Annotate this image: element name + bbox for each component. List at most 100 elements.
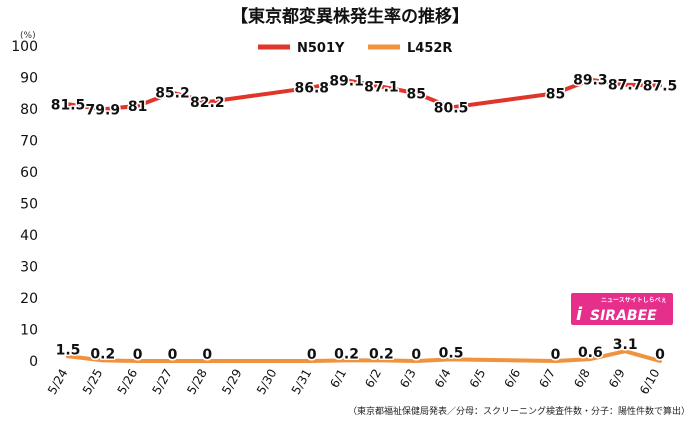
data-point-n501y [554, 91, 558, 95]
data-label-l452r: 1.5 [56, 342, 81, 358]
data-label-l452r: 3.1 [613, 337, 638, 353]
data-point-l452r [136, 359, 140, 363]
x-tick-label: 6/2 [362, 367, 384, 391]
data-point-l452r [379, 358, 383, 362]
data-point-n501y [136, 104, 140, 108]
data-label-n501y: 89.3 [573, 73, 608, 89]
data-point-n501y [379, 85, 383, 89]
series-lines [66, 77, 662, 363]
data-point-l452r [414, 359, 418, 363]
legend-label-l452r: L452R [407, 41, 452, 56]
data-label-n501y: 85 [546, 86, 565, 102]
data-point-n501y [205, 100, 209, 104]
logo-background [571, 293, 673, 325]
y-tick-label: 50 [20, 197, 38, 213]
y-tick-label: 0 [29, 354, 38, 370]
legend-label-n501y: N501Y [297, 41, 345, 56]
data-label-l452r: 0.2 [369, 346, 394, 362]
data-label-l452r: 0 [551, 347, 561, 363]
y-tick-label: 40 [20, 228, 38, 244]
x-tick-label: 5/27 [149, 367, 175, 397]
data-point-l452r [588, 357, 592, 361]
x-tick-label: 6/8 [571, 367, 593, 391]
data-point-l452r [449, 357, 453, 361]
x-tick-label: 5/28 [184, 367, 210, 397]
data-point-l452r [554, 359, 558, 363]
x-tick-label: 5/26 [115, 367, 141, 397]
data-label-n501y: 85.2 [155, 86, 190, 102]
data-point-l452r [101, 358, 105, 362]
y-tick-label: 70 [20, 134, 38, 150]
data-label-n501y: 80.5 [434, 100, 469, 116]
x-tick-label: 6/9 [606, 367, 628, 391]
data-point-n501y [101, 107, 105, 111]
data-point-n501y [623, 83, 627, 87]
x-tick-label: 6/5 [467, 367, 489, 391]
data-label-l452r: 0.6 [578, 345, 603, 361]
x-tick-label: 6/7 [536, 367, 558, 391]
x-axis: 5/24 5/25 5/26 5/27 5/28 5/29 5/30 5/31 6/1 6/2 6/… [45, 367, 663, 397]
data-label-n501y: 81 [128, 99, 147, 115]
x-tick-label: 6/3 [397, 367, 419, 391]
data-point-l452r [658, 359, 662, 363]
data-label-n501y: 79.9 [86, 102, 121, 118]
data-label-l452r: 0 [168, 347, 178, 363]
data-labels: 81.5 79.9 81 85.282.2 86.8 89.1 87.1 85 80.5 85 89… [49, 71, 679, 364]
data-label-n501y: 87.5 [643, 78, 678, 94]
series-line-l452r [66, 349, 662, 363]
data-point-l452r [345, 358, 349, 362]
y-tick-label: 30 [20, 260, 38, 276]
data-label-l452r: 0 [307, 347, 317, 363]
y-tick-label: 10 [20, 323, 38, 339]
sirabee-logo: ニュースサイトしらべぇ SIRABEE i [571, 293, 673, 325]
x-tick-label: 6/4 [432, 367, 454, 391]
x-tick-label: 6/6 [502, 367, 524, 391]
data-label-l452r: 0.2 [90, 346, 115, 362]
data-label-n501y: 87.1 [364, 80, 399, 96]
data-label-l452r: 0.2 [334, 346, 359, 362]
x-tick-label: 6/10 [637, 367, 663, 397]
y-axis-unit: (%) [20, 31, 36, 41]
x-tick-label: 5/31 [289, 367, 315, 397]
y-tick-label: 80 [20, 102, 38, 118]
x-tick-label: 5/30 [254, 367, 280, 397]
data-point-l452r [310, 359, 314, 363]
data-label-n501y: 85 [406, 86, 425, 102]
data-label-l452r: 0 [411, 347, 421, 363]
data-point-n501y [310, 86, 314, 90]
data-point-n501y [414, 91, 418, 95]
data-point-n501y [449, 105, 453, 109]
data-label-n501y: 81.5 [51, 97, 86, 113]
data-label-l452r: 0.5 [439, 345, 464, 361]
y-tick-label: 20 [20, 291, 38, 307]
data-label-n501y: 87.7 [608, 78, 643, 94]
data-label-l452r: 0 [133, 347, 143, 363]
data-point-l452r [623, 349, 627, 353]
y-tick-label: 90 [20, 71, 38, 87]
data-label-l452r: 0 [202, 347, 212, 363]
data-point-l452r [170, 359, 174, 363]
x-tick-label: 5/25 [80, 367, 106, 397]
logo-i-glyph-icon: i [576, 304, 583, 325]
data-point-n501y [588, 78, 592, 82]
y-tick-label: 60 [20, 165, 38, 181]
data-point-n501y [66, 102, 70, 106]
data-label-n501y: 89.1 [329, 73, 364, 89]
series-line-n501y [66, 77, 662, 112]
x-tick-label: 6/1 [327, 367, 349, 391]
chart-title: 【東京都変異株発生率の推移】 [231, 6, 469, 27]
x-tick-label: 5/24 [45, 367, 71, 397]
legend: N501Y L452R [258, 41, 452, 56]
data-point-n501y [658, 83, 662, 87]
data-label-n501y: 82.2 [190, 95, 225, 111]
logo-text: SIRABEE [590, 308, 657, 324]
logo-subtext: ニュースサイトしらべぇ [601, 297, 667, 304]
data-point-n501y [170, 91, 174, 95]
source-footnote: （東京都福祉保健局発表／分母：スクリーニング検査件数・分子：陽性件数で算出） [348, 405, 690, 417]
data-point-n501y [345, 78, 349, 82]
y-tick-label: 100 [11, 39, 38, 55]
x-tick-label: 5/29 [219, 367, 245, 397]
data-point-l452r [66, 354, 70, 358]
data-label-l452r: 0 [655, 347, 665, 363]
